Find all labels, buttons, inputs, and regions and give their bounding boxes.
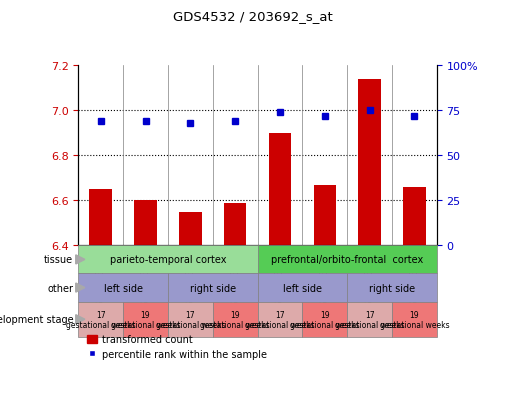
Bar [403, 188, 426, 246]
Bar [89, 190, 112, 246]
Text: left side: left side [283, 283, 322, 293]
Text: 19
gestational weeks: 19 gestational weeks [290, 310, 360, 329]
Text: tissue: tissue [44, 255, 73, 265]
Bar [134, 201, 157, 246]
Bar [179, 212, 201, 246]
Text: 17
gestational weeks: 17 gestational weeks [156, 310, 225, 329]
Text: 17
gestational weeks: 17 gestational weeks [245, 310, 315, 329]
Text: left side: left side [104, 283, 142, 293]
Text: 17
gestational weeks: 17 gestational weeks [335, 310, 405, 329]
Bar [224, 203, 246, 246]
Text: right side: right side [369, 283, 415, 293]
Text: development stage: development stage [0, 314, 73, 325]
Bar [359, 80, 381, 246]
Bar [314, 185, 336, 246]
Text: 19
gestational weeks: 19 gestational weeks [380, 310, 449, 329]
Text: 17
gestational weeks: 17 gestational weeks [66, 310, 135, 329]
Text: 19
gestational weeks: 19 gestational weeks [111, 310, 180, 329]
Text: GDS4532 / 203692_s_at: GDS4532 / 203692_s_at [173, 10, 332, 23]
Text: other: other [47, 283, 73, 293]
Text: prefrontal/orbito-frontal  cortex: prefrontal/orbito-frontal cortex [271, 255, 423, 265]
Legend: transformed count, percentile rank within the sample: transformed count, percentile rank withi… [83, 330, 271, 363]
Text: 19
gestational weeks: 19 gestational weeks [200, 310, 270, 329]
Text: parieto-temporal cortex: parieto-temporal cortex [110, 255, 226, 265]
Text: right side: right side [190, 283, 236, 293]
Bar [269, 133, 291, 246]
